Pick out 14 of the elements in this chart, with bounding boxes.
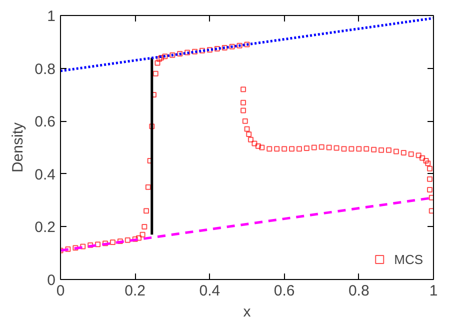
x-tick-label: 0.8 <box>348 282 370 300</box>
y-tick-label: 0 <box>47 272 56 289</box>
x-tick-label: 0.6 <box>274 282 295 300</box>
y-tick-label: 0.2 <box>34 219 56 236</box>
x-tick-label: 1 <box>429 282 438 300</box>
x-axis-title: x <box>243 304 252 320</box>
legend-label: MCS <box>394 252 423 266</box>
x-tick-label: 0.2 <box>124 282 146 300</box>
x-tick-label: 0.4 <box>199 282 220 300</box>
y-tick-label: 0.4 <box>34 166 56 184</box>
y-tick-label: 0.6 <box>34 114 56 131</box>
y-tick-label: 1 <box>47 8 56 25</box>
y-tick-label: 0.8 <box>34 60 56 78</box>
y-axis-title: Density <box>10 122 27 173</box>
